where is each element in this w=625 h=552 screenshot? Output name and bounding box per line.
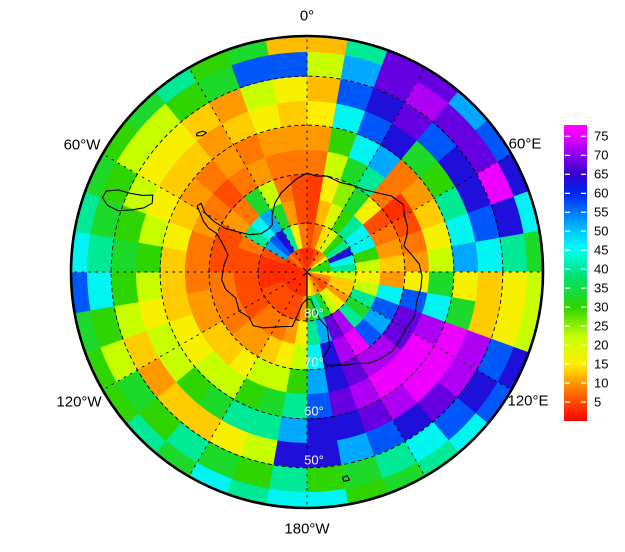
heatmap-cell	[281, 124, 308, 152]
colorbar-tick-label: 55	[594, 204, 609, 220]
meridian-line	[318, 154, 511, 266]
heatmap-cell	[451, 271, 479, 303]
heatmap-cell	[135, 271, 163, 303]
heatmap-cell	[135, 241, 163, 273]
colorbar-tick-label: 60	[594, 185, 609, 201]
coastline-island-se	[341, 475, 350, 482]
lon-label-120w: 120°W	[56, 393, 102, 411]
heatmap-cell	[451, 241, 479, 273]
lat-ring-label: 80°	[304, 305, 324, 321]
meridian-line	[313, 68, 425, 261]
coastline-antarctica	[196, 172, 423, 366]
colorbar-tick-label: 5	[594, 394, 602, 410]
coastline-south-georgia	[196, 130, 208, 137]
heatmap-cell	[110, 237, 139, 273]
colorbar-tick-label: 30	[594, 299, 609, 315]
pole-cross	[302, 267, 312, 277]
map-outer-circle	[69, 34, 545, 510]
colorbar-tick-label: 40	[594, 261, 609, 277]
graticule	[72, 37, 542, 507]
heatmap-cell	[272, 75, 308, 104]
heatmap-cell	[499, 271, 528, 311]
meridian-line	[318, 278, 511, 390]
lat-ring-label: 60°	[304, 403, 324, 419]
heatmap-cell	[272, 440, 308, 469]
heatmap-cell	[306, 464, 346, 493]
colorbar-tick-label: 15	[594, 356, 609, 372]
meridian-line	[103, 278, 296, 390]
heatmap-cell	[159, 271, 187, 298]
heatmap-cell	[427, 246, 455, 273]
heatmap-cell	[475, 237, 504, 273]
lon-label-0: 0°	[299, 7, 315, 25]
heatmap-cell	[86, 271, 115, 311]
lat-ring-label: 50°	[304, 452, 324, 468]
meridian-line	[313, 283, 425, 476]
colorbar-tick-label: 50	[594, 223, 609, 239]
heatmap-cell	[276, 100, 308, 128]
lon-label-120e: 120°E	[507, 392, 549, 410]
heatmap-cell	[276, 416, 308, 444]
heatmap-cell	[306, 100, 338, 128]
colorbar-gradient	[564, 125, 587, 421]
colorbar-tick-label: 45	[594, 242, 609, 258]
heatmap-cell	[499, 233, 528, 273]
colorbar-tick-label: 10	[594, 375, 609, 391]
heatmap-cells	[71, 36, 543, 508]
colorbar-tick-label: 35	[594, 280, 609, 296]
lat-ring-label: 70°	[304, 354, 324, 370]
heatmap-cell	[110, 271, 139, 307]
colorbar-tick-label: 70	[594, 147, 609, 163]
meridian-line	[103, 154, 296, 266]
heatmap-cell	[306, 416, 338, 444]
heatmap-cell	[475, 271, 504, 307]
colorbar-tick-label: 65	[594, 166, 609, 182]
colorbar	[564, 125, 587, 421]
heatmap-cell	[268, 464, 308, 493]
coastline-south-america	[101, 189, 154, 212]
heatmap-cell	[86, 233, 115, 273]
pole-marker	[302, 267, 312, 321]
meridian-line	[189, 68, 301, 261]
colorbar-tick-label: 20	[594, 337, 609, 353]
colorbar-tick-label: 25	[594, 318, 609, 334]
coastlines	[101, 130, 423, 482]
colorbar-tick-label: 75	[594, 128, 609, 144]
heatmap-cell	[268, 51, 308, 80]
heatmap-cell	[306, 51, 346, 80]
lon-label-180w: 180°W	[284, 520, 330, 538]
lon-label-60e: 60°E	[508, 135, 542, 153]
meridian-line	[189, 283, 301, 476]
lon-label-60w: 60°W	[63, 136, 101, 154]
heatmap-cell	[306, 75, 342, 104]
